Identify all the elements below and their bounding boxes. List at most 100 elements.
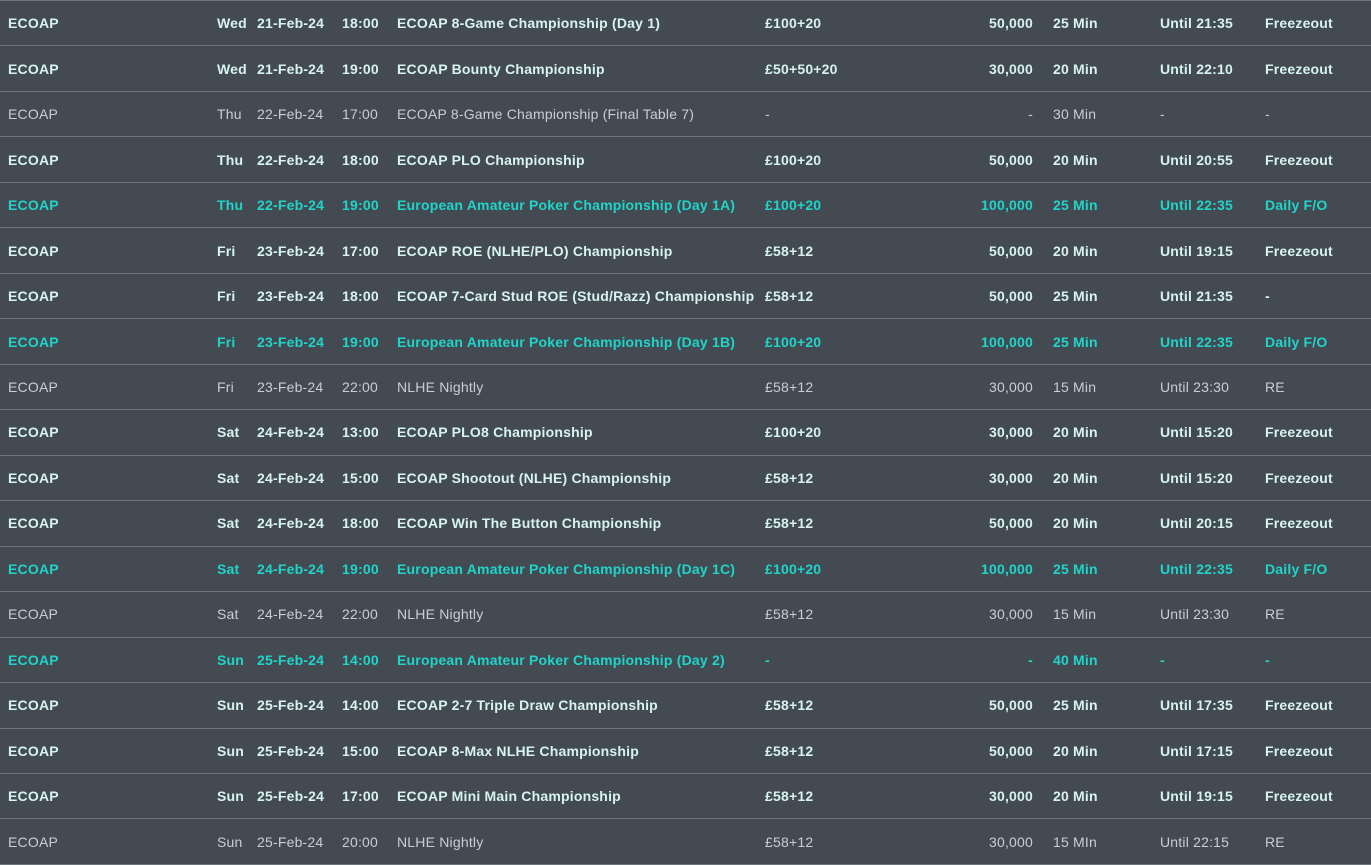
- blind-levels-label: 20 Min: [1053, 515, 1098, 532]
- starting-chips-label: 30,000: [988, 788, 1033, 805]
- tournament-row[interactable]: ECOAP Sat 24-Feb-24 22:00 NLHE Nightly £…: [0, 592, 1371, 638]
- buyin-label: £100+20: [765, 15, 822, 32]
- blind-levels-label: 20 Min: [1053, 60, 1098, 77]
- blind-levels-label: 25 Min: [1053, 333, 1098, 350]
- tournament-row[interactable]: ECOAP Thu 22-Feb-24 18:00 ECOAP PLO Cham…: [0, 137, 1371, 183]
- tournament-type-label: Daily F/O: [1265, 560, 1328, 577]
- tournament-name-label: ECOAP PLO Championship: [397, 151, 585, 168]
- buyin-label: £58+12: [765, 742, 814, 759]
- date-label: 24-Feb-24: [257, 606, 324, 623]
- tournament-row[interactable]: ECOAP Fri 23-Feb-24 17:00 ECOAP ROE (NLH…: [0, 228, 1371, 274]
- tournament-row[interactable]: ECOAP Fri 23-Feb-24 22:00 NLHE Nightly £…: [0, 364, 1371, 411]
- late-reg-label: Until 15:20: [1160, 424, 1233, 441]
- series-label: ECOAP: [8, 242, 59, 259]
- tournament-row[interactable]: ECOAP Thu 22-Feb-24 17:00 ECOAP 8-Game C…: [0, 91, 1371, 138]
- day-label: Thu: [217, 197, 244, 214]
- tournament-name-label: NLHE Nightly: [397, 378, 484, 395]
- buyin-label: £58+12: [765, 788, 814, 805]
- tournament-type-label: Freezeout: [1265, 742, 1333, 759]
- series-label: ECOAP: [8, 288, 59, 305]
- late-reg-label: Until 20:15: [1160, 515, 1233, 532]
- date-label: 23-Feb-24: [257, 378, 324, 395]
- date-label: 25-Feb-24: [257, 742, 325, 759]
- tournament-row[interactable]: ECOAP Fri 23-Feb-24 19:00 European Amate…: [0, 319, 1371, 365]
- day-label: Sun: [217, 788, 245, 805]
- tournament-row[interactable]: ECOAP Sat 24-Feb-24 18:00 ECOAP Win The …: [0, 501, 1371, 547]
- tournament-row[interactable]: ECOAP Sat 24-Feb-24 15:00 ECOAP Shootout…: [0, 455, 1371, 502]
- series-label: ECOAP: [8, 788, 59, 805]
- tournament-row[interactable]: ECOAP Sat 24-Feb-24 19:00 European Amate…: [0, 546, 1371, 593]
- tournament-row[interactable]: ECOAP Wed 21-Feb-24 19:00 ECOAP Bounty C…: [0, 46, 1371, 92]
- series-label: ECOAP: [8, 833, 59, 850]
- day-label: Wed: [217, 15, 247, 32]
- tournament-type-label: Freezeout: [1265, 697, 1333, 714]
- tournament-row[interactable]: ECOAP Sat 24-Feb-24 13:00 ECOAP PLO8 Cha…: [0, 410, 1371, 456]
- tournament-name-label: ECOAP 8-Max NLHE Championship: [397, 742, 640, 759]
- start-time-label: 18:00: [342, 151, 379, 168]
- starting-chips-label: 30,000: [988, 424, 1033, 441]
- tournament-type-label: Daily F/O: [1265, 197, 1328, 214]
- late-reg-label: Until 22:15: [1160, 833, 1230, 850]
- starting-chips-label: -: [1028, 106, 1033, 123]
- blind-levels-label: 25 Min: [1053, 197, 1098, 214]
- tournament-type-label: RE: [1265, 833, 1285, 850]
- day-label: Sat: [217, 515, 240, 532]
- starting-chips-label: 30,000: [988, 60, 1033, 77]
- blind-levels-label: 20 Min: [1053, 788, 1098, 805]
- late-reg-label: Until 19:15: [1160, 242, 1233, 259]
- late-reg-label: Until 23:30: [1160, 378, 1230, 395]
- starting-chips-label: 100,000: [980, 560, 1033, 577]
- date-label: 24-Feb-24: [257, 424, 325, 441]
- buyin-label: £100+20: [765, 333, 822, 350]
- late-reg-label: Until 17:35: [1160, 697, 1233, 714]
- starting-chips-label: 50,000: [988, 515, 1033, 532]
- buyin-label: £100+20: [765, 424, 822, 441]
- tournament-name-label: ECOAP 7-Card Stud ROE (Stud/Razz) Champi…: [397, 288, 755, 305]
- day-label: Sat: [217, 560, 240, 577]
- late-reg-label: Until 23:30: [1160, 606, 1230, 623]
- buyin-label: £100+20: [765, 151, 822, 168]
- tournament-name-label: ECOAP Bounty Championship: [397, 60, 605, 77]
- date-label: 23-Feb-24: [257, 288, 325, 305]
- day-label: Fri: [217, 378, 234, 395]
- date-label: 24-Feb-24: [257, 560, 325, 577]
- tournament-row[interactable]: ECOAP Sun 25-Feb-24 14:00 ECOAP 2-7 Trip…: [0, 683, 1371, 729]
- late-reg-label: Until 21:35: [1160, 288, 1233, 305]
- start-time-label: 18:00: [342, 515, 379, 532]
- start-time-label: 20:00: [342, 833, 379, 850]
- buyin-label: -: [765, 106, 770, 123]
- starting-chips-label: -: [1028, 651, 1033, 668]
- tournament-row[interactable]: ECOAP Sun 25-Feb-24 14:00 European Amate…: [0, 637, 1371, 684]
- tournament-name-label: ECOAP ROE (NLHE/PLO) Championship: [397, 242, 673, 259]
- tournament-row[interactable]: ECOAP Wed 21-Feb-24 18:00 ECOAP 8-Game C…: [0, 1, 1371, 47]
- start-time-label: 17:00: [342, 242, 379, 259]
- date-label: 24-Feb-24: [257, 515, 325, 532]
- starting-chips-label: 30,000: [988, 833, 1033, 850]
- tournament-name-label: ECOAP Mini Main Championship: [397, 788, 621, 805]
- series-label: ECOAP: [8, 333, 59, 350]
- day-label: Sat: [217, 606, 239, 623]
- starting-chips-label: 50,000: [988, 151, 1033, 168]
- blind-levels-label: 40 Min: [1053, 651, 1098, 668]
- day-label: Thu: [217, 151, 244, 168]
- tournament-row[interactable]: ECOAP Sun 25-Feb-24 20:00 NLHE Nightly £…: [0, 819, 1371, 865]
- blind-levels-label: 25 Min: [1053, 288, 1098, 305]
- tournament-row[interactable]: ECOAP Sun 25-Feb-24 15:00 ECOAP 8-Max NL…: [0, 728, 1371, 774]
- late-reg-label: -: [1160, 651, 1165, 668]
- blind-levels-label: 20 Min: [1053, 424, 1098, 441]
- day-label: Fri: [217, 242, 236, 259]
- tournament-type-label: Freezeout: [1265, 15, 1333, 32]
- series-label: ECOAP: [8, 378, 59, 395]
- tournament-row[interactable]: ECOAP Thu 22-Feb-24 19:00 European Amate…: [0, 182, 1371, 229]
- tournament-name-label: European Amateur Poker Championship (Day…: [397, 651, 725, 668]
- late-reg-label: Until 17:15: [1160, 742, 1233, 759]
- series-label: ECOAP: [8, 515, 59, 532]
- tournament-type-label: Freezeout: [1265, 242, 1333, 259]
- date-label: 22-Feb-24: [257, 151, 325, 168]
- buyin-label: £58+12: [765, 242, 814, 259]
- tournament-row[interactable]: ECOAP Sun 25-Feb-24 17:00 ECOAP Mini Mai…: [0, 773, 1371, 820]
- blind-levels-label: 20 Min: [1053, 242, 1098, 259]
- blind-levels-label: 25 Min: [1053, 560, 1098, 577]
- tournament-row[interactable]: ECOAP Fri 23-Feb-24 18:00 ECOAP 7-Card S…: [0, 273, 1371, 320]
- tournament-name-label: European Amateur Poker Championship (Day…: [397, 333, 736, 350]
